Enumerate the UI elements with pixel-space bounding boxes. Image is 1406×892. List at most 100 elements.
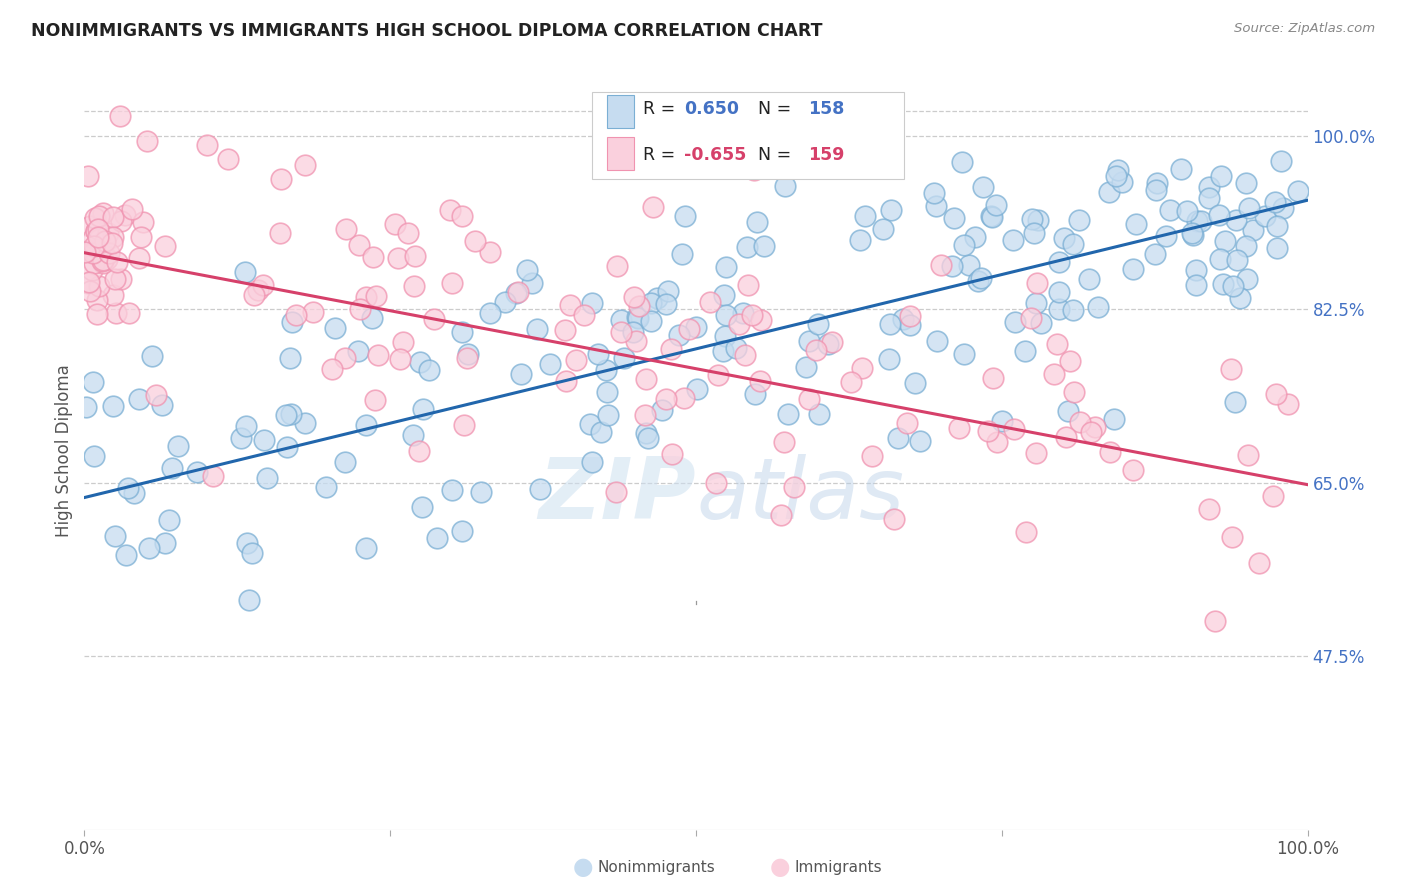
Point xyxy=(75,400,97,414)
Point xyxy=(991,414,1014,428)
Point xyxy=(354,418,377,433)
Point xyxy=(896,416,918,430)
Point xyxy=(274,408,297,422)
Point xyxy=(742,163,765,178)
Point xyxy=(236,535,259,549)
Point xyxy=(1219,362,1241,376)
Point xyxy=(1098,185,1121,199)
Point xyxy=(110,272,132,286)
Point xyxy=(294,158,316,172)
Point xyxy=(83,244,105,259)
Point xyxy=(349,301,371,316)
Point xyxy=(315,480,337,494)
Point xyxy=(605,485,627,500)
Point xyxy=(87,209,110,223)
Point xyxy=(661,447,683,461)
Point xyxy=(1099,444,1122,458)
Point xyxy=(668,328,690,343)
Point xyxy=(966,274,988,288)
Point xyxy=(634,408,657,422)
Point xyxy=(1047,301,1070,316)
Point xyxy=(1062,237,1084,252)
Point xyxy=(1229,291,1251,305)
Point xyxy=(1226,252,1249,267)
Point xyxy=(242,288,264,302)
Point xyxy=(972,180,994,194)
Point xyxy=(609,313,631,327)
Point xyxy=(73,244,96,259)
Point xyxy=(1265,386,1288,401)
Point xyxy=(253,434,276,448)
Text: Source: ZipAtlas.com: Source: ZipAtlas.com xyxy=(1234,22,1375,36)
Point xyxy=(1182,228,1205,243)
Point xyxy=(240,546,263,560)
Point xyxy=(776,407,799,421)
Point xyxy=(83,255,105,269)
Point xyxy=(613,351,636,365)
Point xyxy=(749,375,772,389)
Point xyxy=(138,541,160,556)
Point xyxy=(849,233,872,247)
Point xyxy=(141,350,163,364)
Point xyxy=(984,198,1007,212)
Point xyxy=(1107,163,1129,178)
Point xyxy=(1047,254,1070,268)
Point xyxy=(197,137,219,152)
Point xyxy=(1019,310,1042,325)
Point xyxy=(364,393,387,408)
Point xyxy=(922,186,945,200)
Point xyxy=(301,305,323,319)
Text: R =: R = xyxy=(644,100,681,119)
Point xyxy=(752,239,775,253)
Point xyxy=(659,343,682,357)
Point xyxy=(162,461,184,475)
Point xyxy=(456,351,478,365)
Point xyxy=(783,480,806,494)
Point xyxy=(640,314,662,328)
Point xyxy=(1063,384,1085,399)
Point xyxy=(77,277,100,291)
Point xyxy=(1237,201,1260,215)
Point xyxy=(246,283,269,297)
Point xyxy=(560,298,582,312)
Point xyxy=(90,254,112,268)
Point xyxy=(77,169,100,183)
Point xyxy=(773,179,796,194)
Point xyxy=(1185,277,1208,292)
Point xyxy=(1069,415,1091,429)
Point xyxy=(335,222,357,236)
Point xyxy=(1198,501,1220,516)
Point xyxy=(323,321,346,335)
Point xyxy=(821,334,844,349)
Point xyxy=(98,246,121,260)
Point xyxy=(441,277,464,291)
Point xyxy=(1272,201,1295,215)
Point xyxy=(1234,239,1257,253)
Point xyxy=(94,234,117,248)
Point xyxy=(478,306,501,320)
Point xyxy=(105,255,128,269)
Point xyxy=(578,417,600,432)
Point xyxy=(1084,420,1107,434)
Point xyxy=(799,334,821,349)
Point xyxy=(1122,262,1144,277)
Point xyxy=(714,308,737,322)
Point xyxy=(1146,176,1168,190)
Point xyxy=(887,431,910,445)
Point xyxy=(929,258,952,272)
Point xyxy=(707,368,730,382)
Point xyxy=(349,237,371,252)
Point xyxy=(1031,316,1053,330)
Point xyxy=(751,313,773,327)
Point xyxy=(269,226,291,240)
Point xyxy=(83,450,105,464)
Point xyxy=(1004,315,1026,329)
Point xyxy=(799,392,821,407)
Point xyxy=(651,403,673,417)
Text: 0.650: 0.650 xyxy=(683,100,738,119)
Point xyxy=(285,308,308,322)
Point xyxy=(853,209,876,223)
Point xyxy=(86,293,108,308)
Point xyxy=(1209,252,1232,266)
Point xyxy=(217,152,239,166)
